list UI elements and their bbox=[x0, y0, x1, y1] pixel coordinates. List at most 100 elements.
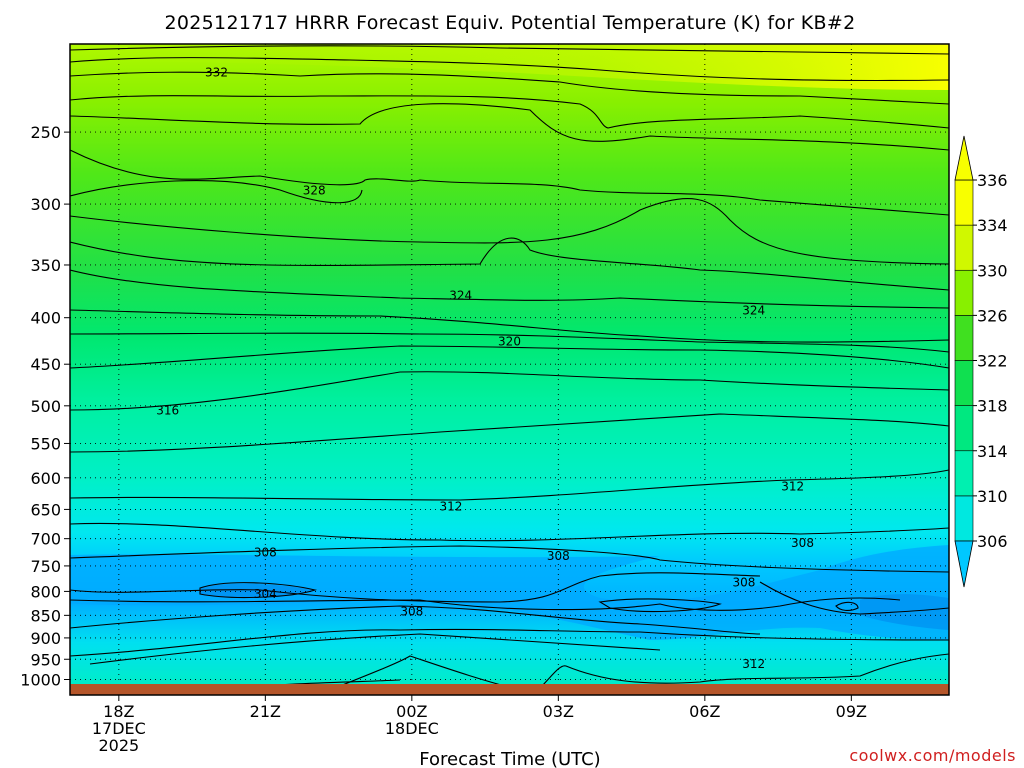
y-tick-label: 300 bbox=[30, 195, 61, 214]
contour-line bbox=[70, 269, 949, 309]
x-tick-label: 03Z bbox=[543, 702, 574, 721]
colorbar-segment bbox=[954, 495, 974, 542]
contour-line bbox=[70, 237, 949, 291]
contour-label: 308 bbox=[732, 575, 755, 589]
contour-line bbox=[70, 572, 761, 603]
x-tick-label: 18DEC bbox=[385, 719, 439, 738]
colorbar-label: 336 bbox=[977, 171, 1008, 190]
contour-line bbox=[759, 581, 949, 615]
colorbar-label: 306 bbox=[977, 532, 1008, 551]
contour-labels: 332 328 324 324 320 316 312 312 308 308 308 308 308 3… bbox=[156, 66, 814, 672]
contour-line bbox=[70, 413, 949, 453]
cold-pocket-band bbox=[70, 545, 949, 640]
x-tick-label: 00Z bbox=[396, 702, 427, 721]
contour-label-text: 328 bbox=[303, 184, 326, 198]
y-tick-label: 900 bbox=[30, 629, 61, 648]
colorbar-segment bbox=[954, 360, 974, 406]
y-tick-label: 250 bbox=[30, 123, 61, 142]
contour-line bbox=[199, 582, 318, 599]
contour-line bbox=[70, 371, 949, 411]
colorbar-segment bbox=[954, 269, 974, 316]
contour-line bbox=[539, 653, 949, 689]
y-tick-label: 800 bbox=[30, 582, 61, 601]
contour-line bbox=[70, 45, 949, 55]
contour-line bbox=[70, 180, 363, 204]
y-axis: 250 300 350 400 450 500 550 600 650 700 750 800 850 9… bbox=[20, 123, 70, 690]
grid-lines bbox=[70, 44, 949, 695]
colorbar-label: 310 bbox=[977, 487, 1008, 506]
contour-label-text: 312 bbox=[742, 657, 765, 671]
contour-line bbox=[70, 71, 949, 105]
x-tick-label: 17DEC bbox=[92, 719, 146, 738]
credit-text: coolwx.com/models bbox=[849, 746, 1016, 765]
contour-line bbox=[70, 628, 949, 657]
contour-line bbox=[70, 95, 949, 129]
contour-label-text: 320 bbox=[498, 335, 521, 349]
contour-label-text: 308 bbox=[791, 536, 814, 550]
contour-label-text: 316 bbox=[156, 404, 179, 418]
contour-label: 308 bbox=[400, 605, 423, 619]
y-tick-label: 600 bbox=[30, 469, 61, 488]
contour-label: 308 bbox=[547, 549, 570, 563]
contour-label-text: 332 bbox=[205, 66, 228, 80]
contour-label: 324 bbox=[742, 304, 765, 318]
colorbar-label: 314 bbox=[977, 442, 1008, 461]
contour-label: 312 bbox=[781, 479, 804, 493]
colorbar-top-arrow bbox=[954, 135, 974, 181]
contour-line bbox=[70, 597, 901, 611]
y-tick-label: 650 bbox=[30, 500, 61, 519]
colorbar-segment bbox=[954, 405, 974, 452]
contour-line bbox=[70, 345, 949, 369]
contour-label: 312 bbox=[439, 499, 462, 513]
x-tick-label: 2025 bbox=[98, 736, 139, 755]
contour-field bbox=[70, 44, 949, 695]
chart-title: 2025121717 HRRR Forecast Equiv. Potentia… bbox=[165, 12, 856, 34]
colorbar: 336 334 330 326 322 318 314 310 306 bbox=[954, 135, 1008, 588]
x-tick-label: 18Z bbox=[103, 702, 134, 721]
contour-label: 308 bbox=[254, 546, 277, 560]
colorbar-segment bbox=[954, 315, 974, 361]
contour-label-text: 312 bbox=[439, 499, 462, 513]
contour-line bbox=[70, 469, 949, 501]
contour-line bbox=[70, 332, 949, 353]
x-tick-label: 21Z bbox=[250, 702, 281, 721]
contour-label-text: 312 bbox=[781, 479, 804, 493]
y-tick-label: 550 bbox=[30, 434, 61, 453]
y-tick-label: 950 bbox=[30, 650, 61, 669]
contour-line bbox=[70, 149, 949, 216]
colorbar-label: 334 bbox=[977, 216, 1008, 235]
colorbar-label: 322 bbox=[977, 352, 1008, 371]
y-tick-label: 850 bbox=[30, 606, 61, 625]
colorbar-segment bbox=[954, 450, 974, 497]
contour-label-text: 308 bbox=[254, 546, 277, 560]
contour-line bbox=[598, 598, 722, 613]
y-tick-label: 750 bbox=[30, 557, 61, 576]
contour-label: 316 bbox=[156, 404, 179, 418]
y-tick-label: 500 bbox=[30, 397, 61, 416]
ground-strip bbox=[70, 684, 949, 695]
plot-frame bbox=[69, 43, 950, 696]
contour-label-text: 324 bbox=[742, 304, 765, 318]
y-tick-label: 450 bbox=[30, 355, 61, 374]
colorbar-label: 326 bbox=[977, 306, 1008, 325]
contour-label-text: 308 bbox=[400, 605, 423, 619]
y-tick-label: 700 bbox=[30, 530, 61, 549]
contour-line bbox=[70, 103, 949, 151]
contour-label-text: 308 bbox=[732, 575, 755, 589]
contour-line bbox=[329, 655, 521, 691]
contour-label-text: 308 bbox=[547, 549, 570, 563]
contour-line bbox=[70, 545, 949, 573]
contour-label: 308 bbox=[791, 536, 814, 550]
contour-label: 312 bbox=[742, 657, 765, 671]
colorbar-segment bbox=[954, 179, 974, 226]
cold-pocket-core bbox=[200, 583, 315, 598]
y-tick-label: 1000 bbox=[20, 671, 61, 690]
contour-label-text: 304 bbox=[254, 587, 277, 601]
contour-label-text: 324 bbox=[449, 288, 472, 302]
contour-line bbox=[70, 309, 949, 343]
contour-line bbox=[70, 522, 949, 542]
contour-line bbox=[70, 198, 949, 265]
contour-label: 328 bbox=[303, 184, 326, 198]
